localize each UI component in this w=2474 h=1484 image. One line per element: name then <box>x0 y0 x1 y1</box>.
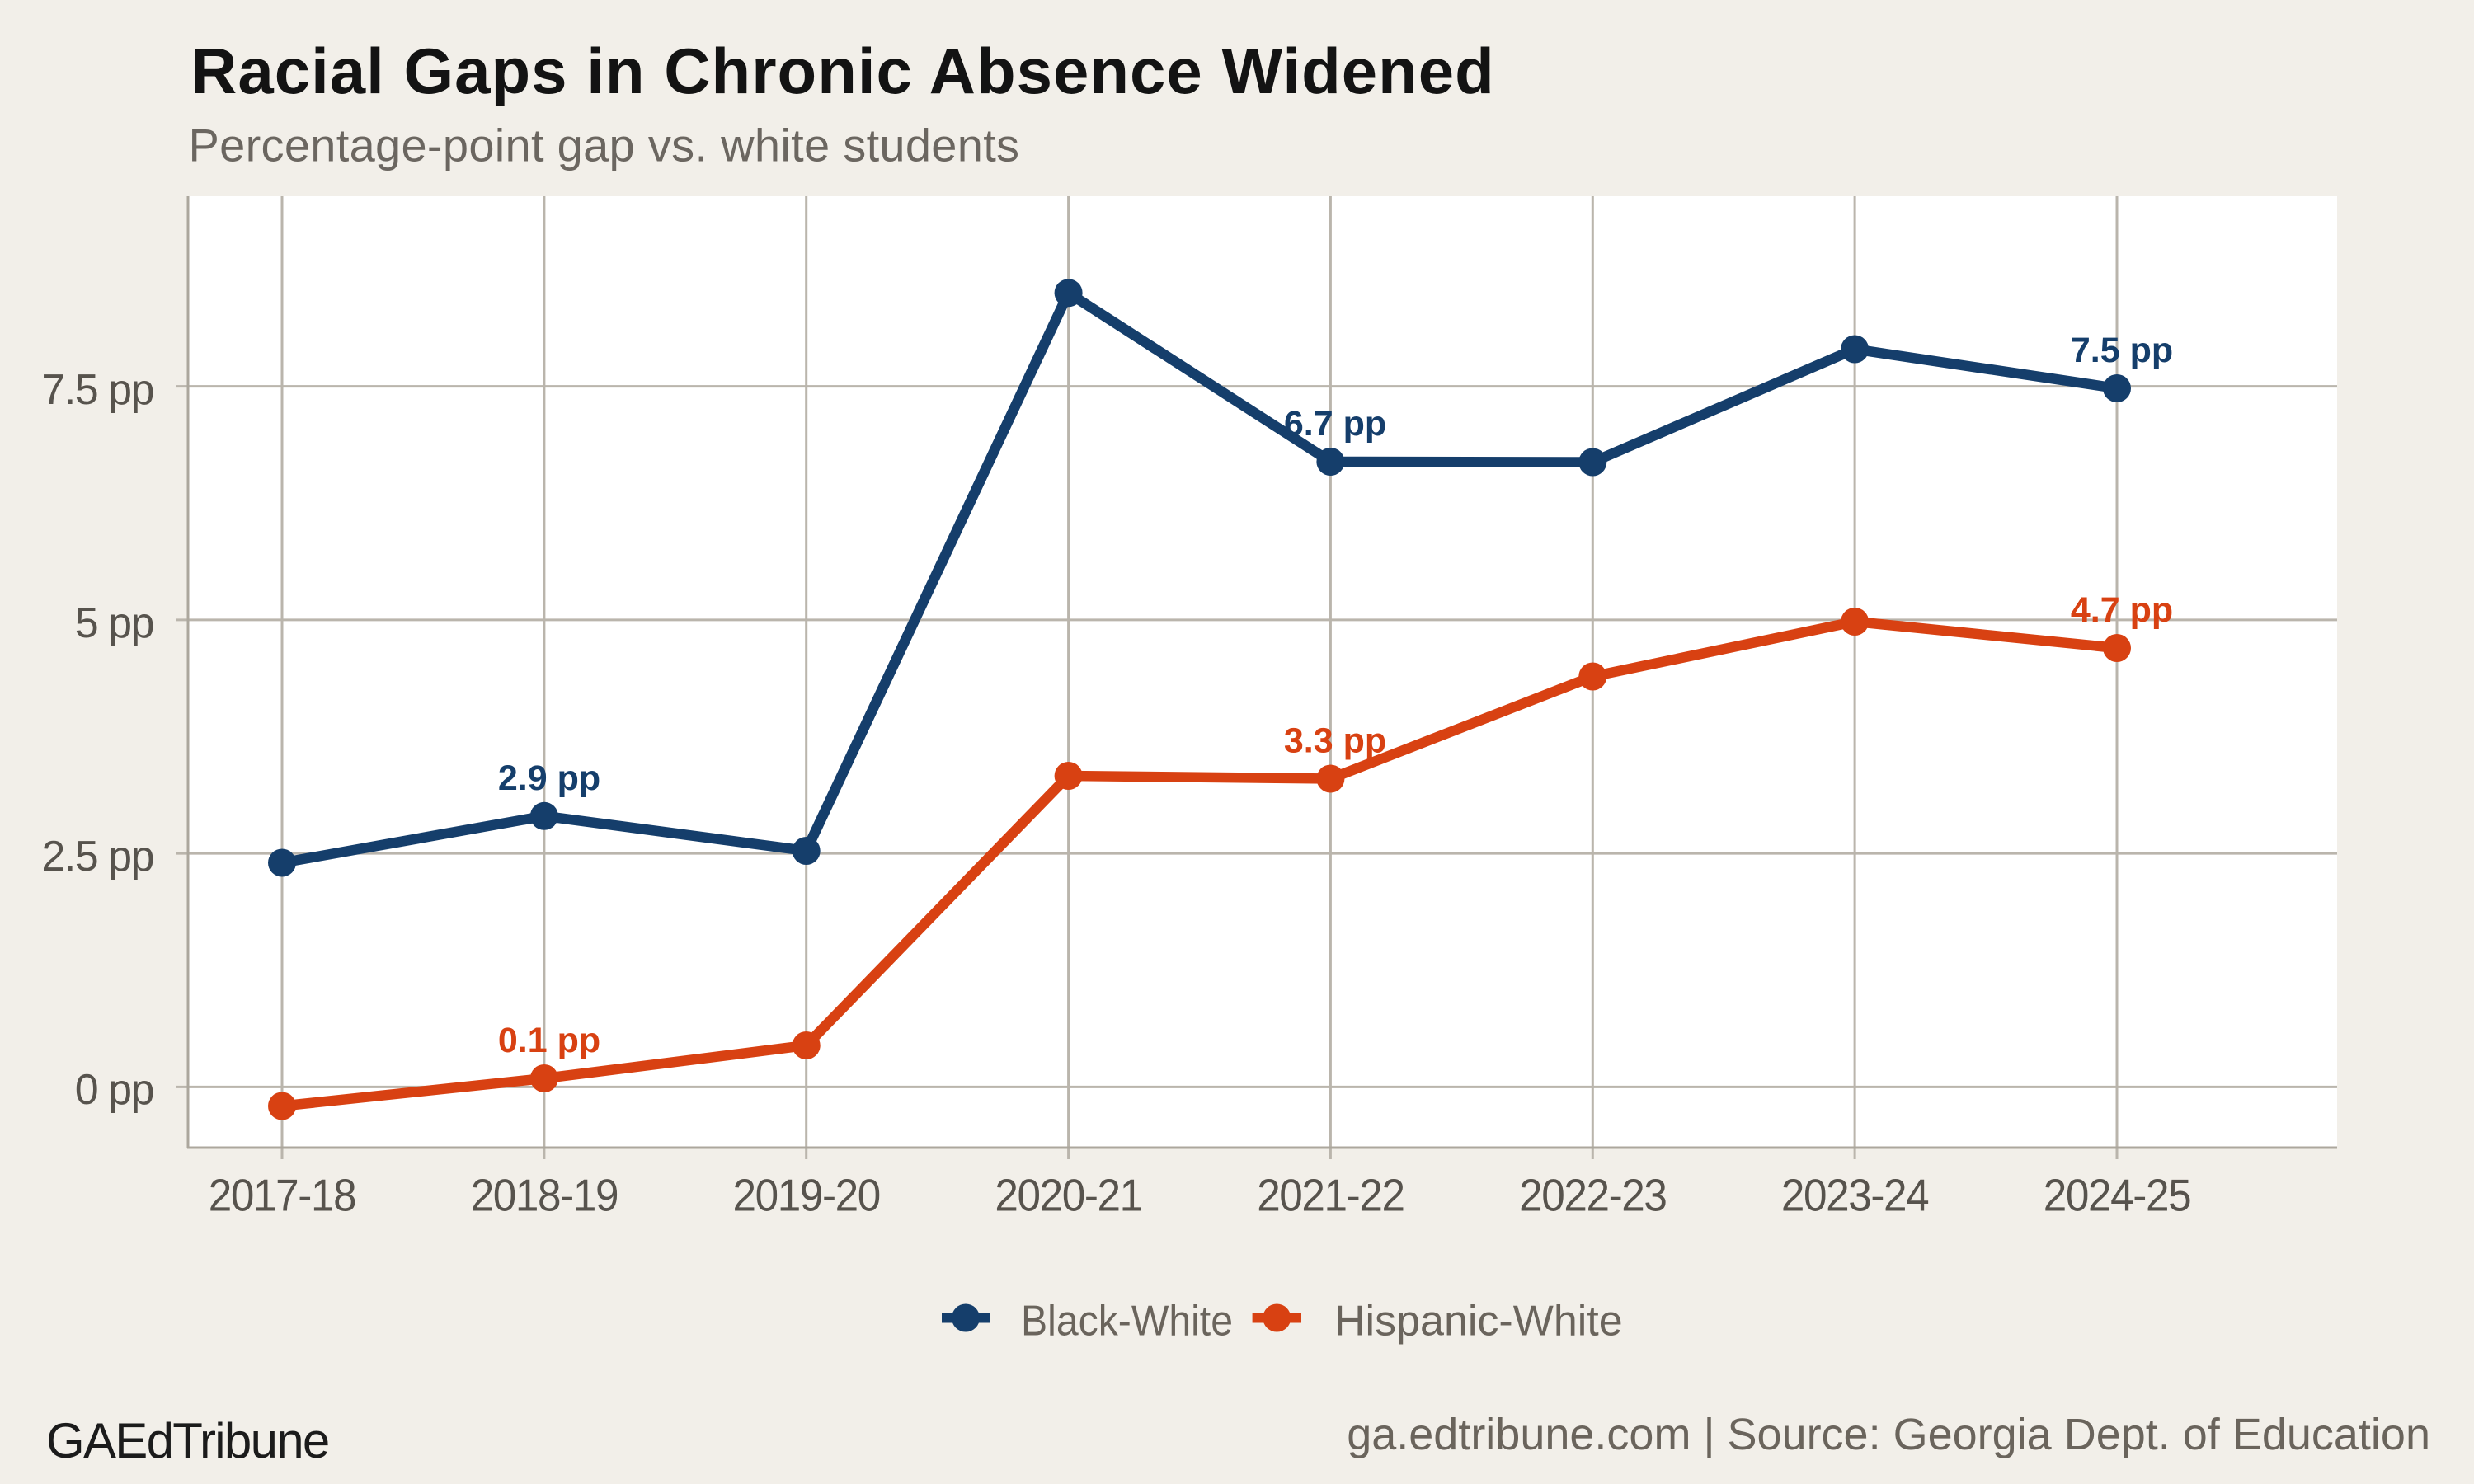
svg-text:2.5 pp: 2.5 pp <box>41 833 153 881</box>
svg-text:Percentage-point gap vs. white: Percentage-point gap vs. white students <box>189 120 1020 171</box>
svg-text:2.9 pp: 2.9 pp <box>498 758 600 798</box>
svg-text:4.7 pp: 4.7 pp <box>2071 590 2173 630</box>
svg-text:7.5 pp: 7.5 pp <box>2071 331 2173 370</box>
svg-text:2022-23: 2022-23 <box>1519 1170 1666 1221</box>
svg-text:Black-White: Black-White <box>1021 1298 1233 1345</box>
svg-text:2018-19: 2018-19 <box>471 1170 618 1221</box>
svg-text:2017-18: 2017-18 <box>209 1170 355 1221</box>
svg-text:0.1 pp: 0.1 pp <box>498 1021 600 1060</box>
svg-text:0 pp: 0 pp <box>75 1066 153 1114</box>
svg-text:ga.edtribune.com | Source: Geo: ga.edtribune.com | Source: Georgia Dept.… <box>1347 1410 2430 1459</box>
svg-text:Hispanic-White: Hispanic-White <box>1334 1298 1623 1345</box>
svg-text:2021-22: 2021-22 <box>1257 1170 1404 1221</box>
svg-text:5 pp: 5 pp <box>75 599 153 647</box>
svg-text:2024-25: 2024-25 <box>2044 1170 2190 1221</box>
svg-text:6.7 pp: 6.7 pp <box>1284 404 1386 444</box>
svg-text:2023-24: 2023-24 <box>1781 1170 1928 1221</box>
svg-text:GAEdTribune: GAEdTribune <box>46 1413 329 1468</box>
svg-text:2020-21: 2020-21 <box>995 1170 1141 1221</box>
svg-text:2019-20: 2019-20 <box>733 1170 880 1221</box>
svg-text:7.5 pp: 7.5 pp <box>41 366 153 414</box>
svg-text:Racial Gaps in Chronic Absence: Racial Gaps in Chronic Absence Widened <box>190 35 1495 107</box>
svg-text:3.3 pp: 3.3 pp <box>1284 721 1386 761</box>
